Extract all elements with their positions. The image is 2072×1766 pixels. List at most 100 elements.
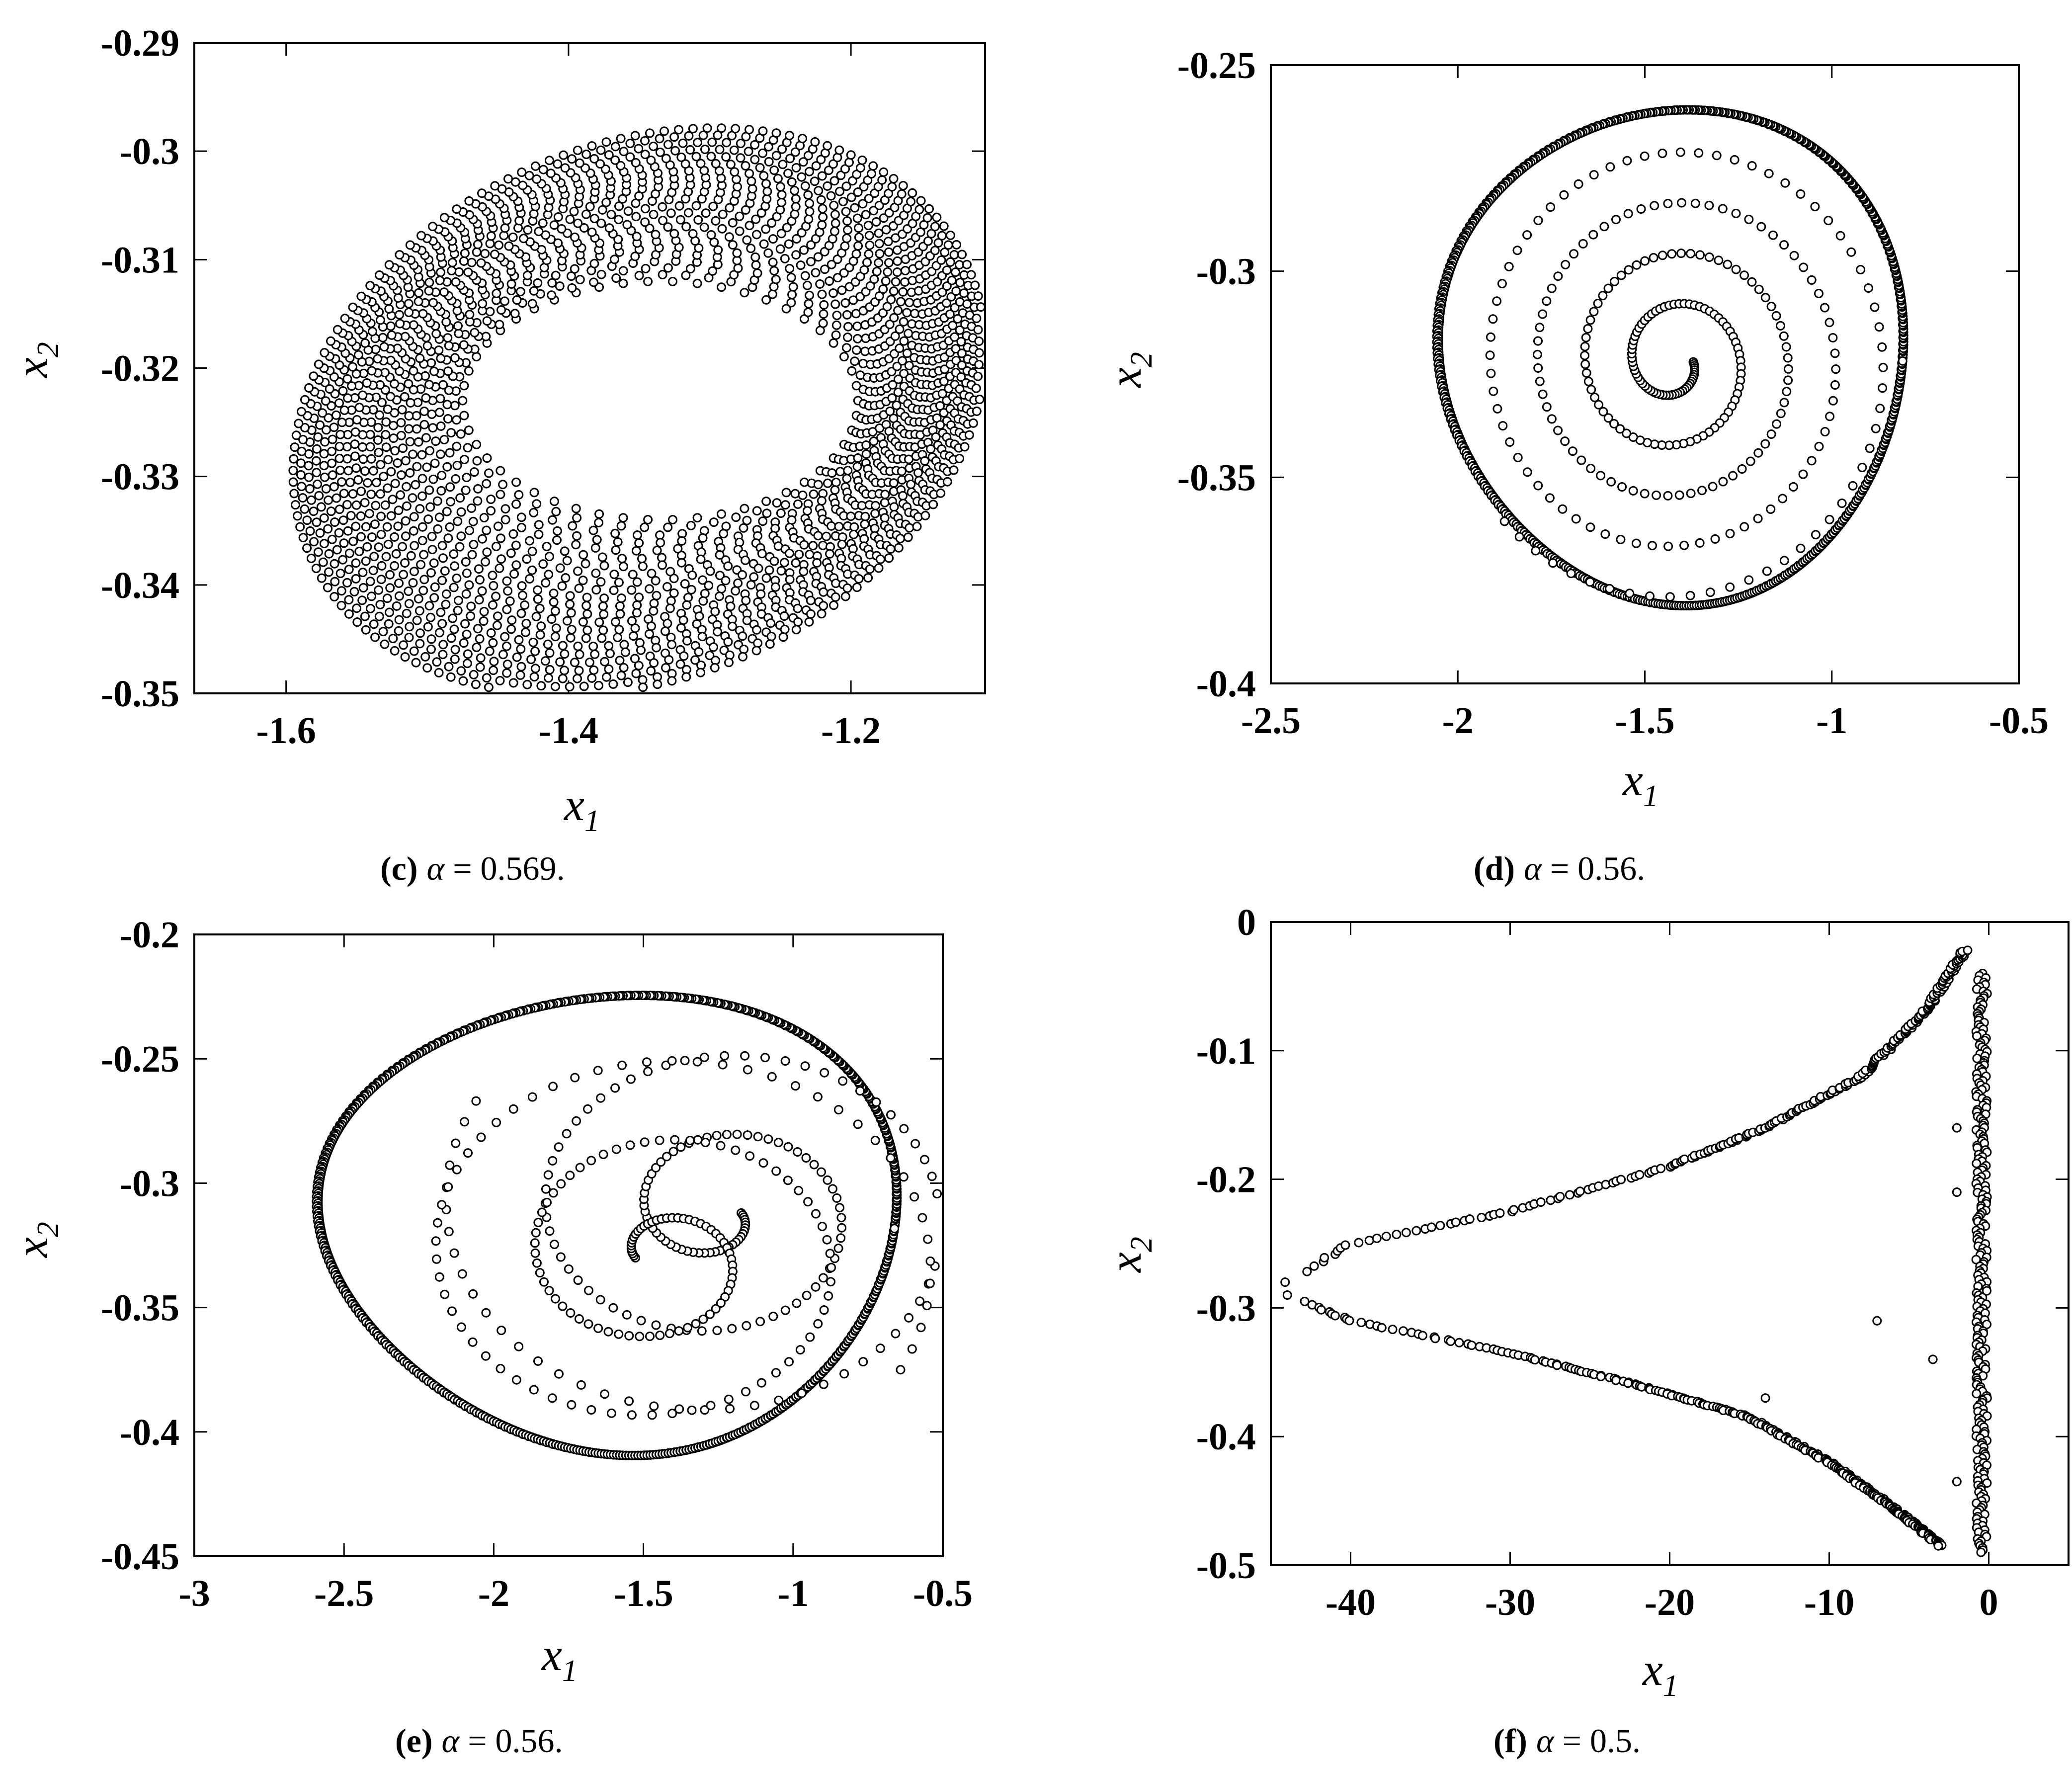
- data-point: [320, 437, 330, 447]
- data-point: [820, 1068, 829, 1078]
- data-point: [324, 567, 333, 577]
- data-point: [759, 171, 769, 181]
- data-point: [647, 1410, 657, 1420]
- data-point: [445, 522, 455, 532]
- data-point: [1779, 556, 1789, 566]
- data-point: [723, 637, 733, 647]
- data-point: [1725, 529, 1735, 538]
- data-point: [555, 657, 565, 667]
- data-point: [843, 322, 853, 332]
- x-tick-label: -1.5: [613, 1573, 673, 1614]
- data-point: [823, 141, 832, 151]
- data-point: [750, 140, 760, 150]
- data-point: [1878, 362, 1888, 372]
- data-point: [466, 611, 476, 621]
- data-point: [699, 222, 709, 232]
- data-point: [339, 538, 349, 548]
- data-point: [911, 1139, 920, 1149]
- data-point: [1789, 251, 1799, 260]
- data-point: [402, 482, 412, 492]
- data-point: [936, 488, 946, 498]
- data-point: [595, 159, 605, 169]
- data-point: [522, 679, 532, 689]
- data-point: [443, 366, 453, 376]
- data-point: [972, 406, 982, 416]
- data-point: [547, 290, 557, 300]
- data-point: [386, 321, 396, 331]
- data-point: [584, 1285, 593, 1295]
- data-point: [398, 443, 408, 453]
- data-point: [556, 1252, 566, 1262]
- data-point: [950, 332, 960, 342]
- data-point: [551, 1294, 560, 1304]
- data-point: [1558, 504, 1568, 514]
- data-point: [502, 668, 512, 678]
- data-point: [1617, 482, 1627, 492]
- data-point: [1730, 155, 1740, 165]
- data-point: [426, 568, 436, 578]
- data-point: [620, 647, 630, 657]
- data-point: [1824, 318, 1834, 328]
- data-point: [1340, 1240, 1350, 1250]
- data-point: [686, 520, 696, 530]
- data-point: [525, 536, 535, 546]
- data-point: [614, 201, 624, 211]
- data-point: [945, 257, 955, 267]
- data-point: [729, 270, 739, 280]
- data-point: [717, 123, 727, 133]
- y-tick-label: -0.1: [1196, 1030, 1256, 1072]
- data-point: [698, 1314, 708, 1324]
- data-point: [465, 310, 475, 320]
- data-point: [722, 1130, 732, 1139]
- x-tick-label: -2: [1442, 700, 1474, 742]
- data-point: [462, 473, 472, 483]
- data-point: [655, 147, 665, 157]
- data-point: [321, 484, 331, 494]
- data-point: [713, 130, 723, 140]
- data-point: [617, 1060, 627, 1070]
- data-point: [643, 515, 653, 524]
- data-point: [767, 1072, 777, 1082]
- data-point: [555, 563, 565, 573]
- data-point: [752, 268, 762, 278]
- data-point: [573, 566, 583, 576]
- data-point: [382, 593, 392, 603]
- data-point: [597, 633, 607, 643]
- data-point: [717, 224, 727, 234]
- data-point: [581, 633, 591, 643]
- x-tick-label: -40: [1326, 1582, 1376, 1623]
- data-point: [392, 601, 402, 611]
- data-point: [805, 207, 815, 217]
- data-point: [808, 541, 818, 551]
- data-point: [439, 213, 449, 223]
- data-point: [533, 278, 543, 288]
- data-point: [419, 420, 429, 429]
- data-point: [837, 1223, 847, 1233]
- data-point: [835, 467, 845, 477]
- data-point: [784, 1357, 794, 1367]
- data-point: [1640, 151, 1650, 161]
- data-point: [514, 490, 524, 500]
- data-point: [692, 1057, 702, 1067]
- data-point: [1631, 538, 1641, 548]
- data-point: [1533, 363, 1543, 373]
- data-point: [615, 601, 625, 611]
- data-point: [698, 130, 708, 140]
- data-point: [828, 1184, 837, 1194]
- data-point: [649, 141, 659, 151]
- data-point: [549, 597, 559, 607]
- data-point: [1745, 456, 1755, 466]
- data-point: [899, 1124, 909, 1134]
- y-tick-label: 0: [1237, 902, 1256, 943]
- data-point: [468, 516, 478, 526]
- data-point: [1552, 1360, 1562, 1370]
- data-point: [536, 621, 546, 631]
- data-point: [661, 663, 670, 673]
- data-point: [800, 181, 810, 191]
- data-point: [1686, 249, 1696, 258]
- data-point: [544, 673, 553, 683]
- data-point: [609, 570, 619, 579]
- data-point: [663, 582, 672, 591]
- data-point: [640, 522, 650, 532]
